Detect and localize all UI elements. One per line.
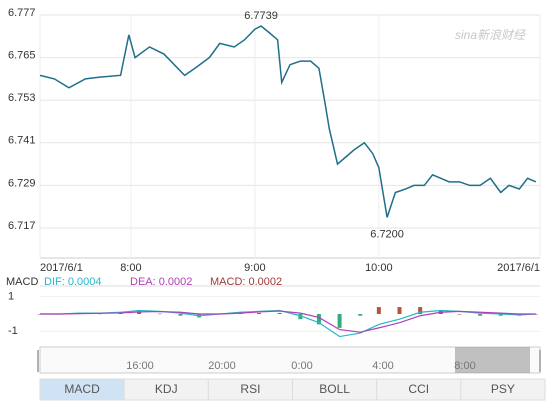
y-tick-label: 6.777 <box>8 7 36 19</box>
macd-bar <box>376 307 381 314</box>
macd-bar <box>478 314 483 316</box>
navigator-label: 20:00 <box>208 360 236 372</box>
tab-label: MACD <box>64 382 100 396</box>
tab[interactable]: PSY <box>460 378 546 401</box>
macd-bar <box>298 314 303 320</box>
max-annotation: 6.7739 <box>244 10 278 22</box>
navigator-label: 0:00 <box>291 360 312 372</box>
macd-bar <box>498 314 503 316</box>
tab-label: RSI <box>240 382 260 396</box>
readout: MACD: 0.0002 <box>210 276 282 288</box>
watermark: sina新浪财经 <box>455 28 527 42</box>
tab-background <box>460 378 546 401</box>
macd-bar <box>257 312 262 314</box>
tab-label: CCI <box>408 382 429 396</box>
macd-bar <box>178 314 183 316</box>
macd-bar <box>418 307 423 314</box>
readout: DEA: 0.0002 <box>130 276 192 288</box>
tab[interactable]: BOLL <box>292 378 378 401</box>
navigator-window <box>455 347 530 373</box>
macd-bar <box>457 314 462 315</box>
macd-bar <box>316 314 321 325</box>
readout: DIF: 0.0004 <box>44 276 101 288</box>
macd-bar <box>137 311 142 314</box>
y-tick-label: -1 <box>8 325 18 337</box>
y-tick-label: 6.729 <box>8 177 36 189</box>
x-tick-label: 2017/6/1 <box>40 262 83 274</box>
y-tick-label: 6.741 <box>8 135 36 147</box>
macd-bar <box>157 313 162 315</box>
indicator-line <box>40 310 536 333</box>
tab[interactable]: KDJ <box>123 378 209 401</box>
x-tick-label: 8:00 <box>120 262 141 274</box>
y-tick-label: 6.717 <box>8 220 36 232</box>
navigator-label: 16:00 <box>126 360 154 372</box>
y-tick-label: 1 <box>8 291 14 303</box>
min-annotation: 6.7200 <box>370 228 404 240</box>
x-tick-label: 10:00 <box>365 262 393 274</box>
price-line <box>39 25 537 218</box>
tab[interactable]: CCI <box>376 378 462 401</box>
x-tick-label: 9:00 <box>244 262 265 274</box>
navigator-label: 8:00 <box>454 360 475 372</box>
x-tick-label: 2017/6/1 <box>497 262 540 274</box>
y-tick-label: 6.753 <box>8 92 36 104</box>
tab[interactable]: RSI <box>207 378 293 401</box>
macd-bar <box>397 307 402 314</box>
macd-title: MACD <box>6 276 38 288</box>
tab-label: KDJ <box>155 382 178 396</box>
tab[interactable]: MACD <box>39 378 125 401</box>
macd-bar <box>337 314 342 328</box>
macd-bar <box>277 312 282 314</box>
macd-bar <box>358 314 363 316</box>
y-tick-label: 6.765 <box>8 50 36 62</box>
navigator-label: 4:00 <box>372 360 393 372</box>
tab-label: PSY <box>491 382 515 396</box>
tab-label: BOLL <box>319 382 350 396</box>
